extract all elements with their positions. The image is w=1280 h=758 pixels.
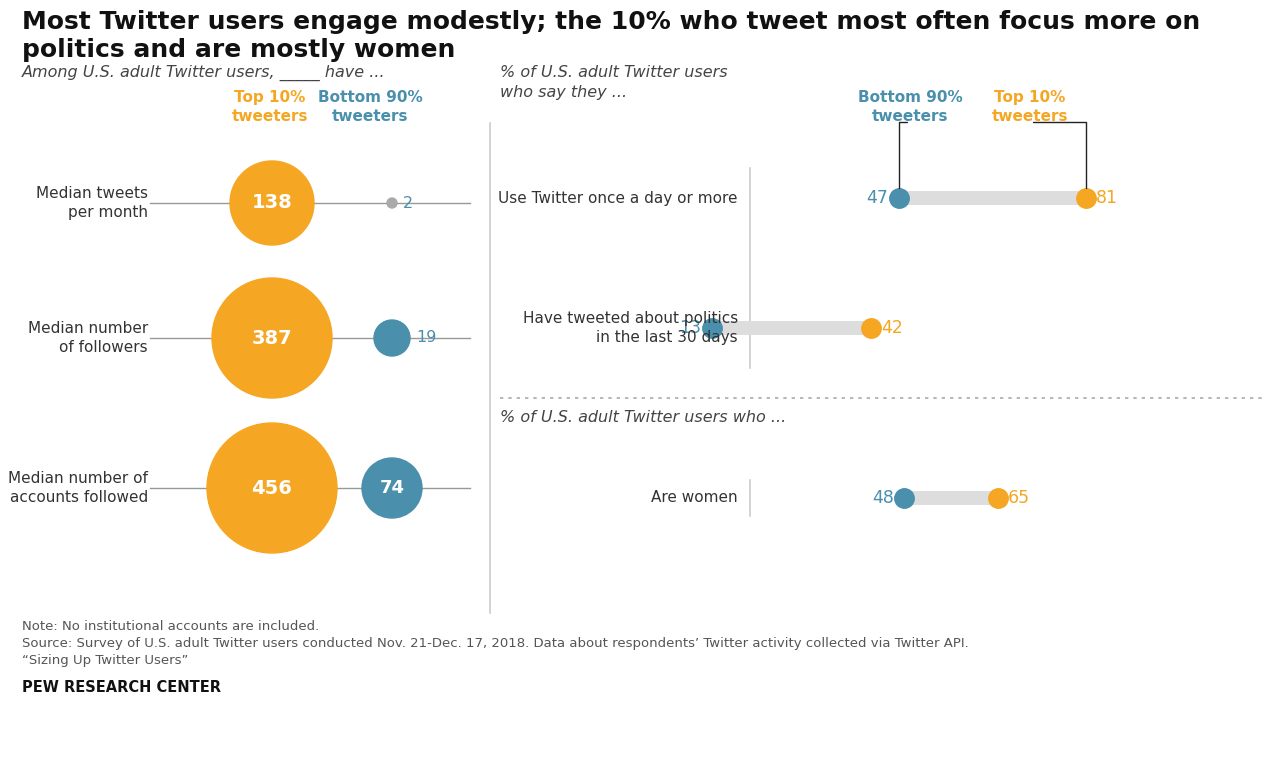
Text: 81: 81 [1096, 189, 1117, 207]
Text: 74: 74 [379, 479, 404, 497]
Circle shape [387, 198, 397, 208]
Text: 65: 65 [1007, 489, 1029, 507]
Text: PEW RESEARCH CENTER: PEW RESEARCH CENTER [22, 680, 221, 695]
Text: Have tweeted about politics
in the last 30 days: Have tweeted about politics in the last … [522, 311, 739, 346]
Text: Median tweets
per month: Median tweets per month [36, 186, 148, 221]
Circle shape [374, 320, 410, 356]
Text: Median number of
accounts followed: Median number of accounts followed [8, 471, 148, 506]
Text: Among U.S. adult Twitter users, _____ have ...: Among U.S. adult Twitter users, _____ ha… [22, 65, 385, 81]
Text: politics and are mostly women: politics and are mostly women [22, 38, 456, 62]
Text: % of U.S. adult Twitter users who ...: % of U.S. adult Twitter users who ... [500, 410, 786, 425]
Text: Top 10%
tweeters: Top 10% tweeters [992, 90, 1069, 124]
Text: “Sizing Up Twitter Users”: “Sizing Up Twitter Users” [22, 654, 188, 667]
Text: Bottom 90%
tweeters: Bottom 90% tweeters [858, 90, 963, 124]
Text: 42: 42 [881, 319, 902, 337]
Circle shape [207, 423, 337, 553]
Text: 2: 2 [403, 196, 413, 211]
Text: 47: 47 [867, 189, 888, 207]
Text: Use Twitter once a day or more: Use Twitter once a day or more [498, 190, 739, 205]
Text: 387: 387 [252, 328, 292, 347]
Text: 138: 138 [252, 193, 292, 212]
Text: 48: 48 [872, 489, 893, 507]
Circle shape [212, 278, 332, 398]
Circle shape [230, 161, 314, 245]
Text: Most Twitter users engage modestly; the 10% who tweet most often focus more on: Most Twitter users engage modestly; the … [22, 10, 1201, 34]
Text: Are women: Are women [652, 490, 739, 506]
Text: Median number
of followers: Median number of followers [28, 321, 148, 356]
Text: Top 10%
tweeters: Top 10% tweeters [232, 90, 308, 124]
Text: 19: 19 [416, 330, 436, 346]
Text: 13: 13 [680, 319, 701, 337]
Text: 456: 456 [252, 478, 292, 497]
Text: % of U.S. adult Twitter users
who say they ...: % of U.S. adult Twitter users who say th… [500, 65, 727, 100]
Text: Source: Survey of U.S. adult Twitter users conducted Nov. 21-Dec. 17, 2018. Data: Source: Survey of U.S. adult Twitter use… [22, 637, 969, 650]
Circle shape [362, 458, 422, 518]
Text: Note: No institutional accounts are included.: Note: No institutional accounts are incl… [22, 620, 319, 633]
Text: Bottom 90%
tweeters: Bottom 90% tweeters [317, 90, 422, 124]
